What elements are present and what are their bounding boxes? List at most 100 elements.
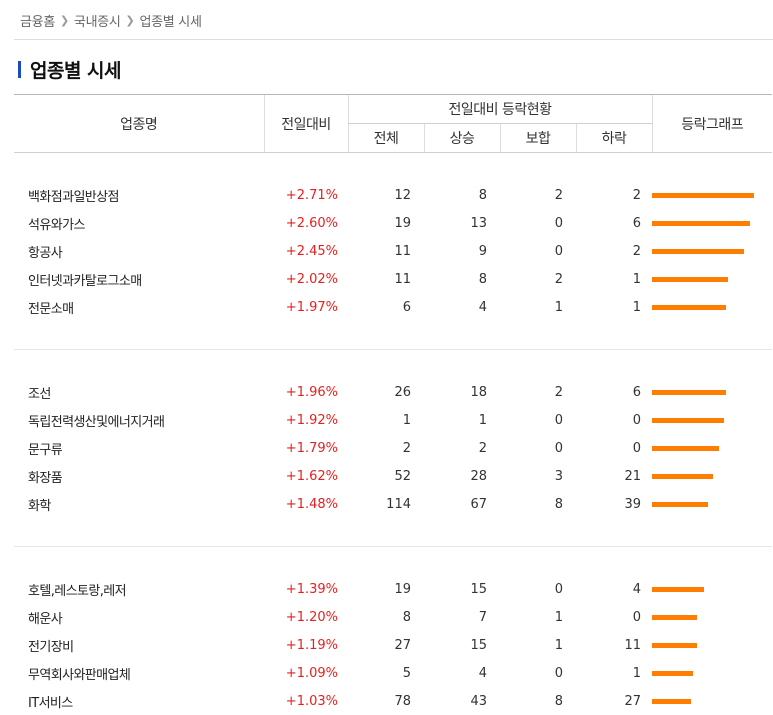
change-graph-bar (652, 221, 750, 226)
change-graph-bar (652, 193, 754, 198)
total-count: 2 (348, 434, 424, 462)
industry-name-link[interactable]: 전기장비 (28, 640, 73, 655)
down-count: 1 (576, 659, 652, 687)
col-header-total: 전체 (348, 124, 424, 153)
up-count: 8 (424, 181, 500, 209)
industry-name-cell: 문구류 (14, 434, 264, 462)
change-rate: +1.97% (264, 293, 348, 321)
graph-cell (652, 406, 772, 434)
flat-count: 0 (500, 434, 576, 462)
graph-cell (652, 490, 772, 518)
industry-name-cell: 화장품 (14, 462, 264, 490)
industry-name-link[interactable]: 인터넷과카탈로그소매 (28, 274, 142, 289)
total-count: 78 (348, 687, 424, 715)
industry-table: 업종명 전일대비 전일대비 등락현황 등락그래프 전체 상승 보합 하락 백화점… (14, 94, 772, 715)
total-count: 114 (348, 490, 424, 518)
flat-count: 8 (500, 490, 576, 518)
industry-name-cell: 무역회사와판매업체 (14, 659, 264, 687)
industry-name-link[interactable]: 해운사 (28, 612, 62, 627)
graph-cell (652, 687, 772, 715)
industry-name-link[interactable]: 전문소매 (28, 302, 73, 317)
industry-name-link[interactable]: 백화점과일반상점 (28, 190, 119, 205)
down-count: 27 (576, 687, 652, 715)
industry-name-link[interactable]: 석유와가스 (28, 218, 85, 233)
up-count: 28 (424, 462, 500, 490)
total-count: 19 (348, 209, 424, 237)
industry-name-cell: 석유와가스 (14, 209, 264, 237)
flat-count: 0 (500, 209, 576, 237)
total-count: 52 (348, 462, 424, 490)
change-graph-bar (652, 502, 708, 507)
breadcrumb: 금융홈 ❯ 국내증시 ❯ 업종별 시세 (20, 10, 202, 30)
down-count: 0 (576, 603, 652, 631)
chevron-right-icon: ❯ (126, 14, 135, 27)
down-count: 1 (576, 265, 652, 293)
down-count: 0 (576, 406, 652, 434)
page-title-text: 업종별 시세 (30, 56, 121, 83)
industry-name-link[interactable]: 화장품 (28, 471, 62, 486)
flat-count: 1 (500, 603, 576, 631)
flat-count: 0 (500, 237, 576, 265)
header-divider (14, 39, 773, 40)
industry-name-link[interactable]: IT서비스 (28, 696, 73, 711)
graph-cell (652, 575, 772, 603)
change-rate: +2.60% (264, 209, 348, 237)
up-count: 2 (424, 434, 500, 462)
industry-name-link[interactable]: 호텔,레스토랑,레저 (28, 584, 126, 599)
industry-name-link[interactable]: 조선 (28, 387, 51, 402)
industry-name-cell: 전문소매 (14, 293, 264, 321)
industry-name-cell: 백화점과일반상점 (14, 181, 264, 209)
total-count: 6 (348, 293, 424, 321)
flat-count: 2 (500, 378, 576, 406)
graph-cell (652, 378, 772, 406)
down-count: 11 (576, 631, 652, 659)
industry-name-link[interactable]: 문구류 (28, 443, 62, 458)
change-graph-bar (652, 390, 726, 395)
breadcrumb-domestic-market[interactable]: 국내증시 (74, 11, 121, 30)
industry-name-link[interactable]: 독립전력생산및에너지거래 (28, 415, 164, 430)
flat-count: 8 (500, 687, 576, 715)
total-count: 1 (348, 406, 424, 434)
industry-name-cell: 조선 (14, 378, 264, 406)
change-rate: +2.02% (264, 265, 348, 293)
industry-name-link[interactable]: 무역회사와판매업체 (28, 668, 130, 683)
change-rate: +1.19% (264, 631, 348, 659)
change-graph-bar (652, 671, 693, 676)
industry-name-link[interactable]: 화학 (28, 499, 51, 514)
chevron-right-icon: ❯ (60, 14, 69, 27)
down-count: 6 (576, 378, 652, 406)
flat-count: 1 (500, 631, 576, 659)
up-count: 8 (424, 265, 500, 293)
industry-name-cell: IT서비스 (14, 687, 264, 715)
change-rate: +1.39% (264, 575, 348, 603)
flat-count: 3 (500, 462, 576, 490)
breadcrumb-finance-home[interactable]: 금융홈 (20, 11, 55, 30)
industry-name-cell: 해운사 (14, 603, 264, 631)
graph-cell (652, 209, 772, 237)
graph-cell (652, 293, 772, 321)
graph-cell (652, 181, 772, 209)
change-graph-bar (652, 305, 726, 310)
change-graph-bar (652, 615, 697, 620)
change-rate: +1.20% (264, 603, 348, 631)
flat-count: 0 (500, 406, 576, 434)
group-spacer (14, 350, 772, 379)
industry-name-link[interactable]: 항공사 (28, 246, 62, 261)
change-graph-bar (652, 474, 713, 479)
down-count: 21 (576, 462, 652, 490)
industry-name-cell: 항공사 (14, 237, 264, 265)
col-header-group: 전일대비 등락현황 (348, 95, 652, 124)
up-count: 18 (424, 378, 500, 406)
flat-count: 1 (500, 293, 576, 321)
change-rate: +2.71% (264, 181, 348, 209)
